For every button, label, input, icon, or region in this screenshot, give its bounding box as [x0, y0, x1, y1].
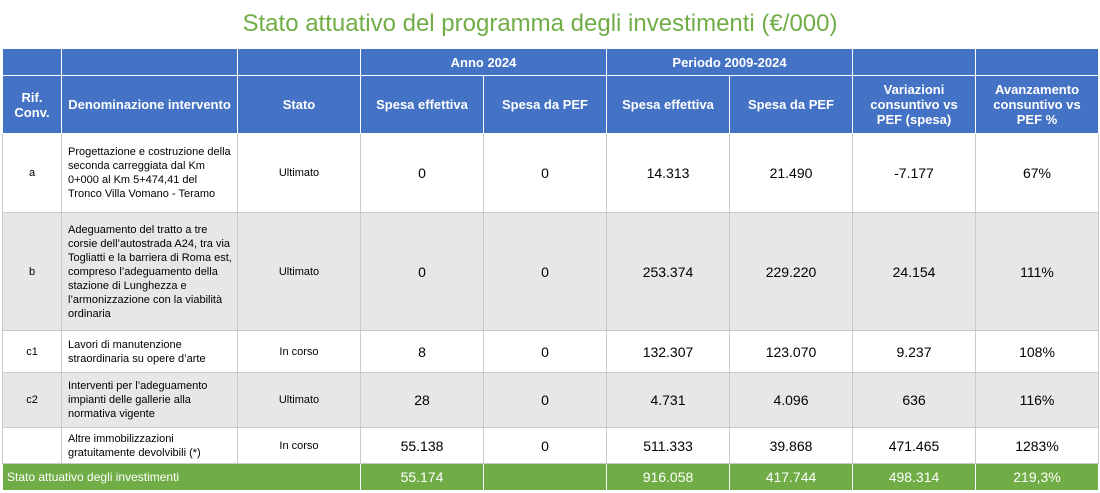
cell-spesa-effettiva-periodo: 14.313 [606, 133, 730, 213]
header-denominazione: Denominazione intervento [61, 75, 238, 134]
cell-description: Interventi per l’adeguamento impianti de… [61, 372, 238, 428]
table-row: c1 Lavori di manutenzione straordinaria … [2, 330, 1099, 373]
header-row-group: Anno 2024 Periodo 2009-2024 [2, 48, 1099, 76]
cell-variazioni: 636 [852, 372, 976, 428]
cell-stato: In corso [237, 427, 361, 464]
cell-description: Altre immobilizzazioni gratuitamente dev… [61, 427, 238, 464]
cell-avanzamento: 67% [975, 133, 1099, 213]
cell-spesa-pef-periodo: 229.220 [729, 212, 853, 331]
page-title: Stato attuativo del programma degli inve… [242, 10, 838, 37]
cell-description: Progettazione e costruzione della second… [61, 133, 238, 213]
cell-description: Adeguamento del tratto a tre corsie dell… [61, 212, 238, 331]
cell-stato: Ultimato [237, 133, 361, 213]
table-row: b Adeguamento del tratto a tre corsie de… [2, 212, 1099, 331]
cell-variazioni: 24.154 [852, 212, 976, 331]
header-stato: Stato [237, 75, 361, 134]
cell-spesa-effettiva-2024: 8 [360, 330, 484, 373]
cell-spesa-pef-2024: 0 [483, 330, 607, 373]
header-anno-2024: Anno 2024 [360, 48, 607, 76]
total-spesa-effettiva-periodo: 916.058 [606, 463, 730, 491]
cell-spesa-effettiva-2024: 0 [360, 212, 484, 331]
total-spesa-pef-2024 [483, 463, 607, 491]
header-blank [2, 48, 62, 76]
cell-avanzamento: 1283% [975, 427, 1099, 464]
total-spesa-pef-periodo: 417.744 [729, 463, 853, 491]
header-rif: Rif. Conv. [2, 75, 62, 134]
cell-spesa-effettiva-periodo: 253.374 [606, 212, 730, 331]
header-spesa-effettiva-periodo: Spesa effettiva [606, 75, 730, 134]
cell-ref: b [2, 212, 62, 331]
cell-spesa-effettiva-2024: 0 [360, 133, 484, 213]
total-row: Stato attuativo degli investimenti 55.17… [2, 463, 1099, 491]
table-row: Altre immobilizzazioni gratuitamente dev… [2, 427, 1099, 464]
cell-spesa-pef-2024: 0 [483, 212, 607, 331]
cell-avanzamento: 108% [975, 330, 1099, 373]
table-row: a Progettazione e costruzione della seco… [2, 133, 1099, 213]
cell-spesa-pef-periodo: 4.096 [729, 372, 853, 428]
header-spesa-effettiva-2024: Spesa effettiva [360, 75, 484, 134]
header-spesa-pef-2024: Spesa da PEF [483, 75, 607, 134]
header-variazioni: Variazioni consuntivo vs PEF (spesa) [852, 75, 976, 134]
total-label: Stato attuativo degli investimenti [2, 463, 361, 491]
header-blank [852, 48, 976, 76]
cell-description: Lavori di manutenzione straordinaria su … [61, 330, 238, 373]
cell-spesa-effettiva-2024: 55.138 [360, 427, 484, 464]
cell-stato: Ultimato [237, 372, 361, 428]
cell-spesa-pef-periodo: 123.070 [729, 330, 853, 373]
cell-variazioni: -7.177 [852, 133, 976, 213]
cell-avanzamento: 116% [975, 372, 1099, 428]
cell-avanzamento: 111% [975, 212, 1099, 331]
header-row-columns: Rif. Conv. Denominazione intervento Stat… [2, 75, 1099, 134]
cell-stato: In corso [237, 330, 361, 373]
header-periodo: Periodo 2009-2024 [606, 48, 853, 76]
cell-spesa-effettiva-periodo: 132.307 [606, 330, 730, 373]
cell-spesa-pef-2024: 0 [483, 427, 607, 464]
header-blank [237, 48, 361, 76]
header-spesa-pef-periodo: Spesa da PEF [729, 75, 853, 134]
cell-ref: c2 [2, 372, 62, 428]
cell-spesa-effettiva-periodo: 4.731 [606, 372, 730, 428]
total-variazioni: 498.314 [852, 463, 976, 491]
investment-table: Anno 2024 Periodo 2009-2024 Rif. Conv. D… [2, 48, 1099, 491]
cell-spesa-pef-periodo: 21.490 [729, 133, 853, 213]
cell-variazioni: 9.237 [852, 330, 976, 373]
total-spesa-effettiva-2024: 55.174 [360, 463, 484, 491]
cell-ref: a [2, 133, 62, 213]
cell-ref [2, 427, 62, 464]
cell-stato: Ultimato [237, 212, 361, 331]
total-avanzamento: 219,3% [975, 463, 1099, 491]
cell-variazioni: 471.465 [852, 427, 976, 464]
cell-spesa-pef-periodo: 39.868 [729, 427, 853, 464]
header-blank [975, 48, 1099, 76]
cell-spesa-effettiva-2024: 28 [360, 372, 484, 428]
cell-ref: c1 [2, 330, 62, 373]
header-blank [61, 48, 238, 76]
cell-spesa-pef-2024: 0 [483, 372, 607, 428]
cell-spesa-pef-2024: 0 [483, 133, 607, 213]
header-avanzamento: Avanzamento consuntivo vs PEF % [975, 75, 1099, 134]
table-row: c2 Interventi per l’adeguamento impianti… [2, 372, 1099, 428]
cell-spesa-effettiva-periodo: 511.333 [606, 427, 730, 464]
